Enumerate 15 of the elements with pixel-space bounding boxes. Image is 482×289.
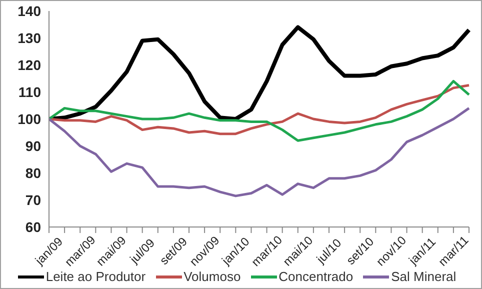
legend-label: Concentrado: [278, 269, 354, 284]
y-tick-label: 110: [18, 84, 42, 100]
y-tick-label: 130: [18, 30, 42, 46]
line-series: [48, 106, 470, 198]
legend-label: Volumoso: [184, 269, 241, 284]
y-tick-label: 70: [25, 192, 42, 208]
y-tick-label: 90: [25, 138, 42, 154]
y-tick-label: 60: [25, 218, 42, 235]
y-tick-label: 140: [18, 2, 42, 19]
legend-label: Leite ao Produtor: [46, 269, 146, 284]
legend-label: Sal Mineral: [391, 269, 456, 284]
line-series: [48, 80, 470, 142]
y-tick-label: 80: [25, 164, 42, 181]
y-tick-label: 120: [18, 56, 42, 73]
y-tick-label: 100: [18, 110, 42, 127]
